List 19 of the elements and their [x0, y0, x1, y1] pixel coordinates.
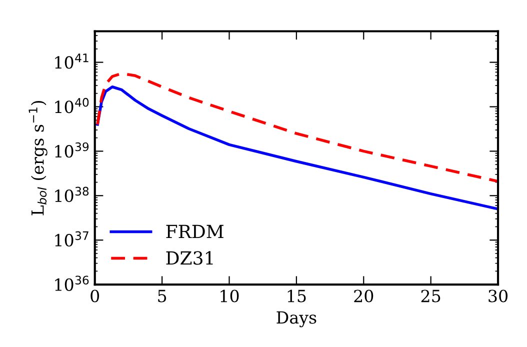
x-tick-label: 20 [354, 290, 374, 302]
legend-label: DZ31 [166, 251, 213, 265]
x-tick-label: 25 [421, 290, 440, 302]
x-axis-title: Days [276, 311, 316, 328]
x-tick-label: 30 [488, 290, 508, 302]
y-tick-label: 10$^{38}$ [55, 186, 89, 202]
x-tick-label: 0 [90, 290, 100, 302]
y-tick-label: 10$^{36}$ [55, 276, 89, 291]
y-tick-label: 10$^{41}$ [55, 54, 88, 69]
x-tick-label: 10 [220, 290, 239, 302]
y-tick-label: 10$^{37}$ [55, 231, 88, 247]
y-tick-label: 10$^{40}$ [55, 98, 89, 114]
y-axis-title: L$_{bol}$ (ergs s$^{−1}$) [28, 100, 48, 216]
line-series [96, 72, 498, 183]
y-tick-label: 10$^{39}$ [55, 142, 89, 158]
line-series [96, 85, 498, 210]
x-tick-label: 15 [288, 290, 306, 302]
x-tick-label: 5 [158, 290, 166, 302]
legend-label: FRDM [166, 224, 224, 238]
